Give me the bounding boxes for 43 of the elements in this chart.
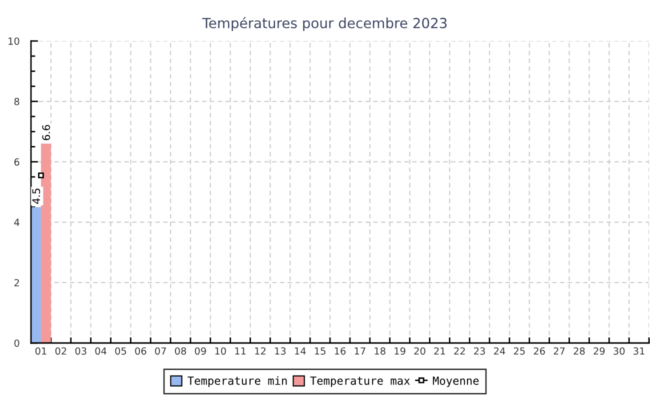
y-tick-label: 8 xyxy=(14,98,20,106)
x-tick-label: 12 xyxy=(255,347,266,355)
x-tick-label: 16 xyxy=(334,347,346,355)
x-tick-label: 11 xyxy=(235,347,246,355)
x-tick-label: 15 xyxy=(314,347,326,355)
data-label: 6.6 xyxy=(42,124,50,140)
x-tick-label: 09 xyxy=(194,347,206,355)
data-label: 4.5 xyxy=(32,188,40,204)
x-tick-label: 19 xyxy=(394,347,406,355)
x-tick-label: 21 xyxy=(434,347,445,355)
legend-label: Temperature min xyxy=(188,376,287,388)
y-tick-label: 4 xyxy=(14,218,20,226)
x-tick-label: 08 xyxy=(174,347,186,355)
x-tick-label: 17 xyxy=(354,347,366,355)
x-tick-label: 18 xyxy=(374,347,386,355)
x-tick-label: 02 xyxy=(55,347,66,355)
x-tick-label: 14 xyxy=(295,347,306,355)
x-tick-label: 29 xyxy=(594,347,605,355)
x-tick-label: 22 xyxy=(454,347,465,355)
x-tick-label: 30 xyxy=(614,347,625,355)
x-tick-label: 24 xyxy=(494,347,506,355)
x-tick-label: 25 xyxy=(514,347,525,355)
x-tick-label: 06 xyxy=(135,347,146,355)
x-tick-label: 04 xyxy=(95,347,106,355)
y-tick-label: 10 xyxy=(8,37,20,45)
legend-label: Moyenne xyxy=(432,376,479,388)
y-tick-label: 2 xyxy=(14,279,19,286)
x-tick-label: 20 xyxy=(414,347,426,355)
x-tick-label: 26 xyxy=(534,347,545,355)
chart-title: Températures pour decembre 2023 xyxy=(202,17,447,31)
y-tick-label: 6 xyxy=(14,158,20,166)
x-tick-label: 13 xyxy=(275,347,286,355)
x-tick-label: 01 xyxy=(35,347,46,355)
x-tick-label: 27 xyxy=(554,347,565,355)
x-tick-label: 10 xyxy=(215,347,226,355)
x-tick-label: 28 xyxy=(574,347,585,355)
legend-label: Temperature max xyxy=(310,376,410,388)
x-tick-label: 23 xyxy=(474,347,485,355)
x-tick-label: 03 xyxy=(75,347,86,355)
y-tick-label: 0 xyxy=(14,339,20,347)
x-tick-label: 31 xyxy=(634,347,644,355)
x-tick-label: 07 xyxy=(155,347,166,355)
x-tick-label: 05 xyxy=(115,347,126,355)
